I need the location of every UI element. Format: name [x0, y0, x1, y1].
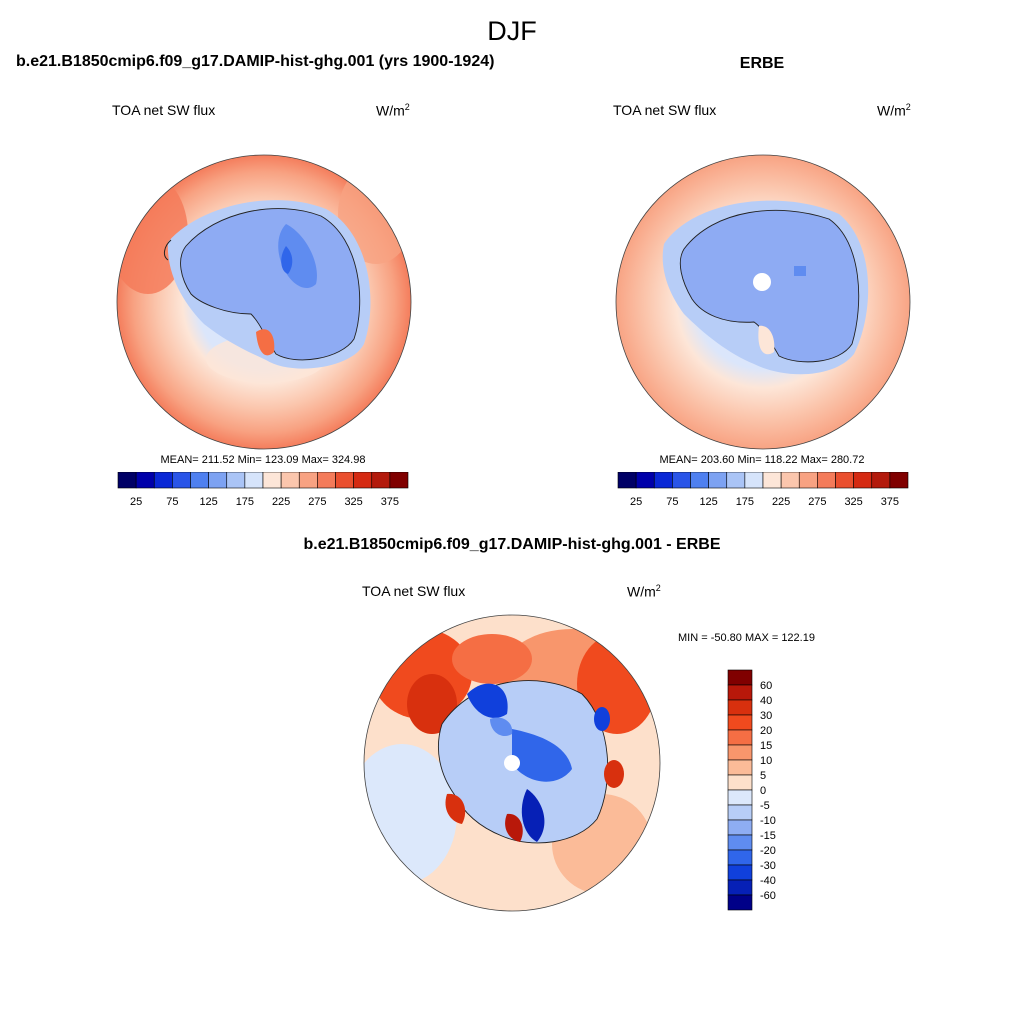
model-colorbar: 25 75 125 175 225 275 325 375: [117, 472, 409, 508]
colorbar-tick-label: 0: [760, 785, 766, 797]
colorbar-tick-label: 15: [760, 740, 772, 752]
colorbar-tick-label: -40: [760, 875, 776, 887]
obs-units-label: W/m2: [877, 102, 911, 119]
colorbar-swatch: [389, 472, 409, 489]
diff-min-max: MIN = -50.80 MAX = 122.19: [678, 632, 815, 644]
diff-variable-label: TOA net SW flux: [362, 583, 466, 599]
colorbar-swatch: [262, 472, 282, 489]
colorbar-tick-label: 225: [772, 496, 790, 508]
colorbar-swatch: [727, 699, 753, 716]
colorbar-swatch: [727, 744, 753, 761]
colorbar-swatch: [280, 472, 300, 489]
colorbar-tick-label: -60: [760, 890, 776, 902]
colorbar-swatch: [635, 472, 655, 489]
colorbar-swatch: [617, 472, 637, 489]
colorbar-tick-label: 30: [760, 710, 772, 722]
colorbar-swatch: [727, 864, 753, 881]
colorbar-swatch: [762, 472, 782, 489]
colorbar-swatch: [317, 472, 336, 489]
colorbar-swatch: [371, 472, 391, 489]
diff-colorbar: 60 40 30 20 15 10 5 0 -5 -10 -15 -20 -30 -40 -60: [727, 669, 776, 911]
colorbar-tick-label: -30: [760, 860, 776, 872]
colorbar-swatch: [727, 774, 753, 791]
colorbar-tick-label: 25: [630, 496, 642, 508]
colorbar-tick-label: 5: [760, 770, 766, 782]
colorbar-tick-label: 275: [808, 496, 826, 508]
colorbar-swatch: [727, 714, 753, 731]
colorbar-swatch: [853, 472, 873, 489]
colorbar-tick-label: 75: [166, 496, 178, 508]
colorbar-swatch: [190, 472, 209, 489]
colorbar-swatch: [798, 472, 818, 489]
colorbar-swatch: [153, 472, 173, 489]
obs-panel-title: ERBE: [739, 55, 785, 72]
colorbar-tick-label: -20: [760, 845, 776, 857]
colorbar-swatch: [135, 472, 155, 489]
colorbar-swatch: [653, 472, 673, 489]
model-panel-title: b.e21.B1850cmip6.f09_g17.DAMIP-hist-ghg.…: [16, 53, 495, 70]
figure-title: DJF: [487, 16, 537, 46]
colorbar-swatch: [744, 472, 764, 489]
colorbar-swatch: [871, 472, 891, 489]
colorbar-swatch: [727, 819, 753, 836]
colorbar-swatch: [708, 472, 728, 489]
colorbar-tick-label: 225: [272, 496, 290, 508]
colorbar-swatch: [817, 472, 836, 489]
colorbar-swatch: [727, 759, 753, 776]
colorbar-tick-label: 60: [760, 680, 772, 692]
diff-polar-map: [363, 614, 661, 912]
colorbar-swatch: [117, 472, 137, 489]
colorbar-tick-label: 20: [760, 725, 772, 737]
colorbar-tick-label: 375: [381, 496, 399, 508]
colorbar-swatch: [690, 472, 709, 489]
obs-polar-map: [615, 154, 911, 450]
colorbar-swatch: [226, 472, 246, 489]
colorbar-tick-label: -15: [760, 830, 776, 842]
obs-stats: MEAN= 203.60 Min= 118.22 Max= 280.72: [659, 454, 865, 466]
colorbar-tick-label: 125: [699, 496, 717, 508]
model-units-label: W/m2: [376, 102, 410, 119]
colorbar-swatch: [244, 472, 264, 489]
colorbar-swatch: [727, 849, 753, 866]
colorbar-tick-label: -10: [760, 815, 776, 827]
colorbar-tick-label: 10: [760, 755, 772, 767]
colorbar-swatch: [889, 472, 909, 489]
colorbar-swatch: [727, 894, 753, 911]
colorbar-swatch: [727, 804, 753, 821]
colorbar-tick-label: 275: [308, 496, 326, 508]
colorbar-swatch: [672, 472, 691, 489]
colorbar-tick-label: 175: [736, 496, 754, 508]
colorbar-swatch: [727, 729, 753, 746]
colorbar-swatch: [780, 472, 800, 489]
colorbar-swatch: [353, 472, 373, 489]
colorbar-tick-label: 125: [199, 496, 217, 508]
colorbar-swatch: [727, 879, 753, 896]
colorbar-swatch: [727, 684, 753, 701]
colorbar-tick-label: 375: [881, 496, 899, 508]
colorbar-swatch: [335, 472, 354, 489]
colorbar-tick-label: 325: [344, 496, 362, 508]
colorbar-swatch: [208, 472, 228, 489]
colorbar-tick-label: 75: [666, 496, 678, 508]
obs-colorbar: 25 75 125 175 225 275 325 375: [617, 472, 909, 508]
diff-panel-title: b.e21.B1850cmip6.f09_g17.DAMIP-hist-ghg.…: [303, 536, 721, 553]
colorbar-swatch: [727, 669, 753, 686]
colorbar-swatch: [835, 472, 854, 489]
model-variable-label: TOA net SW flux: [112, 102, 216, 118]
colorbar-swatch: [172, 472, 191, 489]
colorbar-tick-label: -5: [760, 800, 770, 812]
colorbar-swatch: [298, 472, 318, 489]
colorbar-swatch: [726, 472, 746, 489]
model-stats: MEAN= 211.52 Min= 123.09 Max= 324.98: [160, 454, 366, 466]
colorbar-swatch: [727, 789, 753, 806]
colorbar-tick-label: 175: [236, 496, 254, 508]
model-polar-map: [116, 154, 412, 450]
diff-units-label: W/m2: [627, 583, 661, 600]
colorbar-tick-label: 25: [130, 496, 142, 508]
obs-variable-label: TOA net SW flux: [613, 102, 717, 118]
colorbar-tick-label: 40: [760, 695, 772, 707]
colorbar-swatch: [727, 834, 753, 851]
colorbar-tick-label: 325: [844, 496, 862, 508]
